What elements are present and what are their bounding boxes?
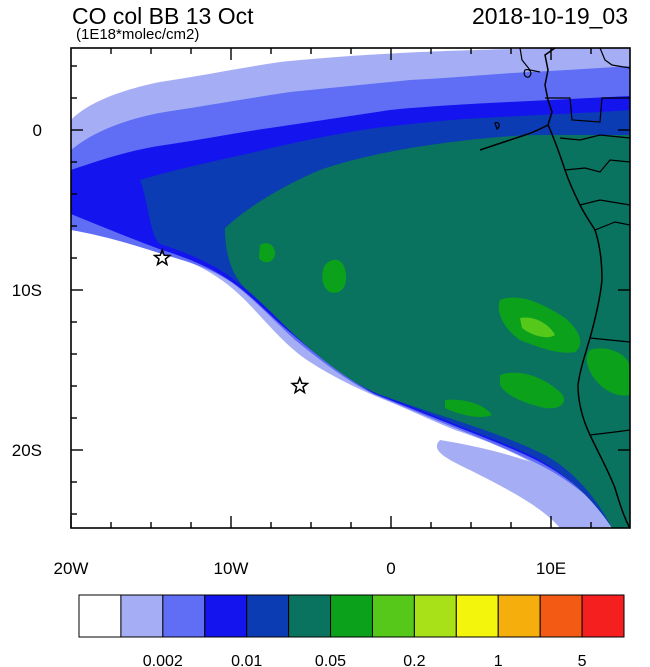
tick-marks: [70, 48, 630, 528]
colorbar-labels: 0.002 0.01 0.05 0.2 1 5: [143, 653, 587, 667]
colorbar-label: 1: [494, 653, 503, 667]
map-title: CO col BB 13 Oct: [72, 3, 254, 29]
contour-02: [520, 317, 555, 338]
colorbar-swatch: [162, 594, 206, 638]
y-tick-label: 0: [33, 121, 42, 140]
colorbar-swatch: [539, 594, 583, 638]
colorbar-swatch: [246, 594, 290, 638]
island: [494, 121, 500, 130]
contour-01-e: [586, 348, 630, 396]
datetime-label: 2018-10-19_03: [471, 3, 628, 29]
contour-01-f: [445, 399, 492, 418]
colorbar-label: 0.2: [403, 653, 425, 667]
colorbar-swatch: [330, 594, 373, 638]
colorbar: [78, 594, 625, 638]
colorbar-swatch: [497, 594, 541, 638]
y-tick-label: 20S: [12, 441, 42, 460]
colorbar-swatch: [78, 594, 122, 638]
colorbar-swatch: [204, 594, 248, 638]
contour-01-d: [259, 243, 276, 263]
star-marker: [290, 375, 310, 395]
contour-01-b: [500, 372, 565, 409]
co-field: [71, 48, 630, 528]
colorbar-swatch: [371, 594, 415, 638]
contour-005: [225, 135, 630, 528]
coastline: [479, 48, 630, 528]
country-borders: [519, 48, 630, 436]
colorbar-swatch: [288, 594, 332, 638]
y-tick-label: 10S: [12, 281, 42, 300]
contour-01-c: [322, 259, 347, 293]
x-tick-label: 10W: [214, 559, 249, 578]
colorbar-swatch: [413, 594, 457, 638]
units-label: (1E18*molec/cm2): [76, 26, 200, 43]
marker-layer: [152, 247, 310, 395]
colorbar-swatch: [581, 594, 625, 638]
x-tick-label: 0: [386, 559, 395, 578]
x-tick-label: 10E: [536, 559, 566, 578]
island: [523, 68, 532, 78]
colorbar-label: 0.05: [315, 653, 346, 667]
colorbar-label: 5: [578, 653, 587, 667]
contour-0002-south: [436, 440, 620, 528]
x-tick-label: 20W: [54, 559, 89, 578]
colorbar-label: 0.01: [231, 653, 262, 667]
colorbar-label: 0.002: [143, 653, 183, 667]
colorbar-swatch: [455, 594, 499, 638]
colorbar-swatch: [120, 594, 164, 638]
star-marker: [152, 247, 172, 267]
